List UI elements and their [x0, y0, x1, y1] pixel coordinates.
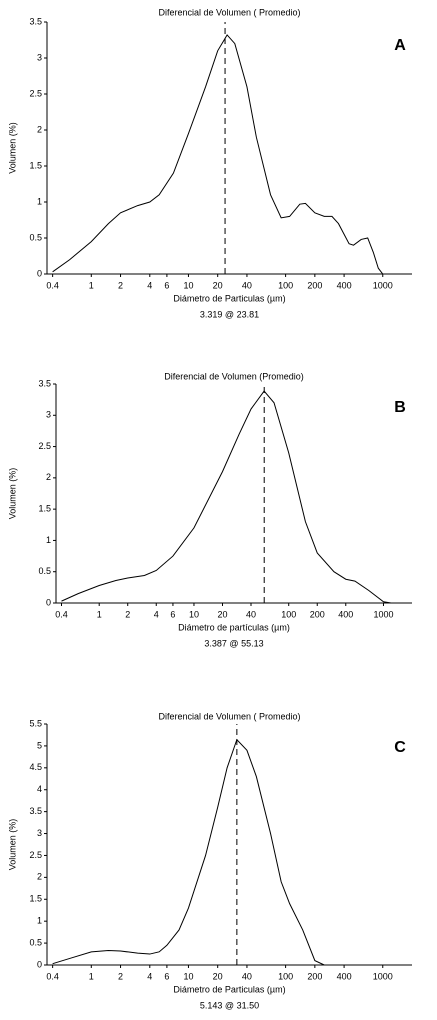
y-tick-label: 1 — [37, 916, 42, 926]
data-line — [61, 390, 392, 604]
y-tick-label: 3.5 — [29, 16, 42, 26]
y-tick-label: 4 — [37, 784, 42, 794]
x-tick-label: 1 — [89, 280, 94, 290]
x-tick-label: 1000 — [373, 609, 393, 619]
x-tick-label: 4 — [154, 609, 159, 619]
y-tick-label: 4.5 — [29, 762, 42, 772]
y-axis-label: Volumen (%) — [7, 122, 17, 174]
x-tick-label: 0.4 — [46, 971, 59, 981]
y-tick-label: 1.5 — [29, 894, 42, 904]
x-tick-label: 400 — [337, 971, 352, 981]
x-tick-label: 0.4 — [55, 609, 68, 619]
x-tick-label: 40 — [246, 609, 256, 619]
x-tick-label: 200 — [310, 609, 325, 619]
x-tick-label: 100 — [278, 971, 293, 981]
y-tick-label: 1.5 — [29, 160, 42, 170]
y-tick-label: 3.5 — [29, 806, 42, 816]
chart-title: Diferencial de Volumen ( Promedio) — [158, 711, 300, 721]
peak-label: 3.319 @ 23.81 — [200, 309, 259, 319]
y-tick-label: 0 — [46, 597, 51, 607]
y-tick-label: 0 — [37, 268, 42, 278]
x-tick-label: 20 — [213, 971, 223, 981]
panel-label: A — [394, 37, 406, 54]
x-tick-label: 1000 — [373, 971, 393, 981]
x-axis-label: Diámetro de partículas (µm) — [178, 622, 290, 632]
x-tick-label: 200 — [307, 971, 322, 981]
x-tick-label: 100 — [278, 280, 293, 290]
x-tick-label: 2 — [118, 971, 123, 981]
x-tick-label: 100 — [281, 609, 296, 619]
x-tick-label: 4 — [147, 280, 152, 290]
x-tick-label: 4 — [147, 971, 152, 981]
x-tick-label: 20 — [217, 609, 227, 619]
x-tick-label: 40 — [242, 280, 252, 290]
y-tick-label: 2 — [46, 472, 51, 482]
x-tick-label: 6 — [164, 280, 169, 290]
x-tick-label: 40 — [242, 971, 252, 981]
y-tick-label: 2 — [37, 872, 42, 882]
y-tick-label: 5 — [37, 740, 42, 750]
x-tick-label: 400 — [338, 609, 353, 619]
peak-label: 5.143 @ 31.50 — [200, 1000, 259, 1010]
y-tick-label: 1 — [46, 535, 51, 545]
x-tick-label: 1 — [97, 609, 102, 619]
y-tick-label: 1 — [37, 196, 42, 206]
x-tick-label: 200 — [307, 280, 322, 290]
peak-label: 3.387 @ 55.13 — [204, 638, 263, 648]
x-tick-label: 400 — [337, 280, 352, 290]
x-axis-label: Diámetro de Particulas (µm) — [173, 293, 285, 303]
x-tick-label: 10 — [189, 609, 199, 619]
y-tick-label: 5.5 — [29, 718, 42, 728]
panel-label: C — [394, 739, 406, 756]
y-tick-label: 2.5 — [38, 441, 51, 451]
x-tick-label: 10 — [183, 971, 193, 981]
chart-title: Diferencial de Volumen ( Promedio) — [158, 7, 300, 17]
x-tick-label: 6 — [170, 609, 175, 619]
y-tick-label: 1.5 — [38, 504, 51, 514]
x-tick-label: 0.4 — [46, 280, 59, 290]
x-axis-label: Diámetro de Particulas (µm) — [173, 984, 285, 994]
x-tick-label: 1000 — [373, 280, 393, 290]
data-line — [52, 738, 325, 966]
y-tick-label: 3.5 — [38, 378, 51, 388]
y-tick-label: 3 — [37, 828, 42, 838]
panel-label: B — [394, 399, 406, 416]
data-line — [52, 34, 384, 275]
y-axis-label: Volumen (%) — [7, 468, 17, 520]
x-tick-label: 10 — [183, 280, 193, 290]
chart-title: Diferencial de Volumen (Promedio) — [164, 371, 304, 381]
y-tick-label: 0.5 — [29, 937, 42, 947]
x-tick-label: 20 — [213, 280, 223, 290]
y-tick-label: 0.5 — [29, 232, 42, 242]
x-tick-label: 2 — [125, 609, 130, 619]
x-tick-label: 6 — [164, 971, 169, 981]
x-tick-label: 1 — [89, 971, 94, 981]
y-tick-label: 3 — [46, 410, 51, 420]
y-tick-label: 0.5 — [38, 566, 51, 576]
y-tick-label: 3 — [37, 52, 42, 62]
x-tick-label: 2 — [118, 280, 123, 290]
y-tick-label: 2 — [37, 124, 42, 134]
y-tick-label: 2.5 — [29, 88, 42, 98]
y-axis-label: Volumen (%) — [7, 819, 17, 871]
y-tick-label: 2.5 — [29, 850, 42, 860]
y-tick-label: 0 — [37, 959, 42, 969]
